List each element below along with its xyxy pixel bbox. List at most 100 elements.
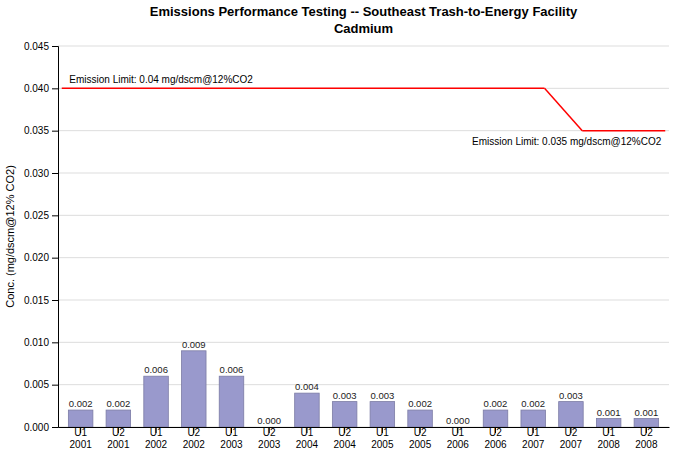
tick: 0.000 [24,422,58,433]
tick-label: 0.020 [24,252,49,263]
tick-label-line: U1 [451,427,464,438]
tick-label-line: U2 [112,427,125,438]
limit-label: Emission Limit: 0.04 mg/dscm@12%CO2 [69,74,253,85]
y-axis: 0.0000.0050.0100.0150.0200.0250.0300.035… [24,41,59,433]
tick: 0.005 [24,379,58,390]
tick: U12007 [522,427,545,450]
tick-mark [52,300,58,301]
tick-label-line: 2001 [70,439,93,450]
tick: U22007 [560,427,583,450]
tick: U12005 [371,427,394,450]
tick-label-line: 2006 [447,439,470,450]
tick: U22008 [635,427,658,450]
tick-label-line: 2004 [334,439,357,450]
tick-label: U12004 [296,427,319,450]
tick-label-line: 2004 [296,439,319,450]
tick-label: U22007 [560,427,583,450]
tick-label-line: 2007 [522,439,545,450]
data-label: 0.003 [370,390,394,401]
y-axis-title: Conc. (mg/dscm@12% CO2) [4,165,16,308]
tick: 0.015 [24,295,58,306]
bar [182,351,207,427]
tick-mark [52,258,58,259]
data-label: 0.000 [446,415,470,426]
tick-label: U12005 [371,427,394,450]
tick-label-line: 2008 [635,439,658,450]
tick-label-line: U1 [225,427,238,438]
tick-label: U12006 [447,427,470,450]
data-label: 0.002 [69,398,93,409]
grid-line [58,173,669,174]
bar [483,410,508,427]
limit-line [62,88,545,90]
tick-label-line: U2 [187,427,200,438]
bar [106,410,131,427]
tick: 0.030 [24,168,58,179]
tick-mark [52,385,58,386]
tick-label-line: 2005 [409,439,432,450]
tick-label: U12007 [522,427,545,450]
data-label: 0.002 [484,398,508,409]
data-labels: 0.0020.0020.0060.0090.0060.0000.0040.003… [69,339,659,426]
tick-mark [52,173,58,174]
tick: U12003 [220,427,243,450]
bar [559,402,584,427]
grid-line [58,215,669,216]
tick-label-line: 2002 [183,439,206,450]
tick: 0.020 [24,252,58,263]
tick-label: U12003 [220,427,243,450]
data-label: 0.004 [295,381,319,392]
tick: 0.040 [24,83,58,94]
tick-label-line: U1 [301,427,314,438]
tick-label: 0.035 [24,125,49,136]
limit-label: Emission Limit: 0.035 mg/dscm@12%CO2 [472,136,662,147]
data-label: 0.001 [597,407,621,418]
tick-label-line: 2003 [220,439,243,450]
tick: U12006 [447,427,470,450]
grid-line [58,342,669,343]
data-label: 0.003 [333,390,357,401]
bar [295,393,320,427]
tick-label-line: U2 [338,427,351,438]
data-label: 0.006 [220,364,244,375]
chart: 0.0000.0050.0100.0150.0200.0250.0300.035… [0,0,683,467]
axis-line [52,47,59,428]
bar [634,419,659,427]
grid-line [58,88,669,89]
tick-label: 0.030 [24,168,49,179]
grid-line [58,300,669,301]
bar [144,376,169,427]
tick-label-line: 2003 [258,439,281,450]
data-label: 0.002 [521,398,545,409]
tick-label: U12008 [598,427,621,450]
bar [332,402,357,427]
tick-label-line: 2007 [560,439,583,450]
limit-drop [545,88,583,130]
tick-mark [52,342,58,343]
data-label: 0.002 [106,398,130,409]
tick: 0.025 [24,210,58,221]
tick-label-line: 2008 [598,439,621,450]
tick: U22003 [258,427,281,450]
tick-label: 0.025 [24,210,49,221]
tick-label-line: U1 [376,427,389,438]
tick-label: 0.045 [24,41,49,52]
tick-mark [52,46,58,47]
tick-label-line: U2 [640,427,653,438]
tick: U22002 [183,427,206,450]
tick-label-line: U1 [527,427,540,438]
data-label: 0.000 [257,415,281,426]
subtitle: Cadmium [334,21,393,36]
tick: U22006 [484,427,507,450]
tick-label: U22003 [258,427,281,450]
bar [521,410,546,427]
tick-label: U22004 [334,427,357,450]
limit-line [582,130,665,132]
tick: U12001 [70,427,93,450]
tick-label: U12001 [70,427,93,450]
tick-label-line: U2 [414,427,427,438]
tick-label: U22006 [484,427,507,450]
tick-mark [52,427,58,428]
tick-label: U22002 [183,427,206,450]
tick-label: 0.015 [24,295,49,306]
